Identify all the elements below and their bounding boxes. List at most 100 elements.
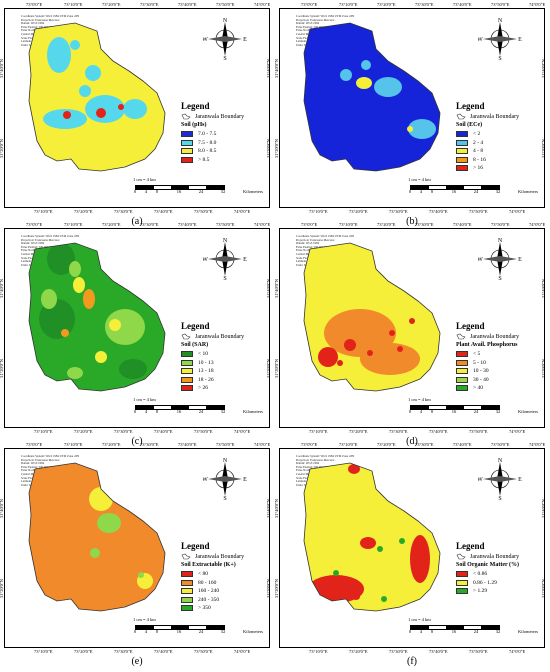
class-zone [360, 537, 376, 549]
graticule-bottom-label: 73°30'0"E [389, 209, 408, 214]
projection-line: Projection: Transverse Mercator [296, 457, 335, 462]
class-zone [41, 289, 57, 309]
legend-swatch [181, 579, 193, 586]
scale-segment [463, 626, 482, 629]
projection-line: Datum: WGS 1984 [296, 21, 320, 26]
graticule-top-label: 73°40'0"E [178, 442, 197, 447]
legend-class-row: < 5 [456, 350, 544, 359]
legend-swatch [456, 376, 468, 383]
graticule-lat-left: 31°40'0"N [274, 499, 279, 518]
legend-class-label: 8.0 - 8.5 [198, 148, 217, 155]
class-zone [70, 40, 80, 50]
compass-label-w: W [478, 257, 483, 263]
scale-tick-label: 32 [495, 409, 501, 414]
graticule-top-label: 73°50'0"E [216, 222, 235, 227]
projection-line: Datum: WGS 1984 [21, 21, 45, 26]
graticule-lat-left: 31°20'0"N [274, 579, 279, 598]
scale-tick-label: 32 [495, 629, 501, 634]
scale-bar-segments [135, 185, 225, 190]
scale-tick-label: 4 [419, 189, 423, 194]
map-panel: Coordinate System: WGS 1984 UTM Zone 43N… [4, 448, 270, 648]
class-zone [97, 513, 121, 533]
projection-line: Coordinate System: WGS 1984 UTM Zone 43N [21, 14, 80, 18]
graticule-top-label: 74°0'0"E [254, 2, 271, 7]
map-panel: Coordinate System: WGS 1984 UTM Zone 43N… [279, 448, 545, 648]
scale-segment [463, 406, 482, 409]
scale-tick-label: 16 [176, 629, 182, 634]
graticule-top-label: 73°20'0"E [377, 442, 396, 447]
legend-boundary-label: Jaranwala Boundary [195, 553, 245, 560]
legend-class-label: < 10 [198, 351, 208, 358]
legend-swatch [456, 359, 468, 366]
class-zone [352, 594, 360, 600]
jaranwala-boundary [303, 22, 441, 172]
legend-title: Legend [181, 541, 210, 551]
legend-class-row: 5 - 10 [456, 359, 544, 368]
scale-note: 1 cm = 4 km [408, 397, 431, 402]
class-zone [57, 477, 73, 493]
class-zone [83, 289, 95, 309]
class-zone [410, 535, 430, 583]
legend-variable-title: Plant Avail. Phosphorus [456, 342, 518, 348]
scale-segment [206, 626, 224, 629]
scale-tick-label: 8 [155, 409, 159, 414]
legend-class-row: > 16 [456, 164, 544, 173]
projection-line: Projection: Transverse Mercator [296, 17, 335, 22]
graticule-bottom-label: 73°20'0"E [349, 429, 368, 434]
graticule-bottom-label: 73°10'0"E [309, 649, 328, 654]
scale-tick-label: 0 [133, 409, 137, 414]
graticule-top-label: 73°0'0"E [301, 2, 318, 7]
interpolated-surface [29, 23, 165, 171]
scale-tick-label: 8 [430, 629, 434, 634]
legend-class-label: > 16 [473, 165, 483, 172]
class-zone [123, 99, 147, 119]
class-zone [79, 85, 91, 97]
graticule-top-label: 73°30'0"E [140, 2, 159, 7]
graticule-top-label: 74°0'0"E [529, 2, 546, 7]
map-panel: Coordinate System: WGS 1984 UTM Zone 43N… [279, 228, 545, 428]
legend-class-label: < 5 [473, 351, 481, 358]
scale-bar: 1 cm = 4 km 0 4 8 16 24 32 Kilometers [105, 397, 263, 421]
legend-title: Legend [456, 321, 485, 331]
legend-class-row: > 1.29 [456, 587, 544, 596]
class-zone [47, 37, 71, 73]
legend-class-label: 0.86 - 1.29 [473, 579, 497, 586]
legend-title: Legend [456, 101, 485, 111]
scale-bar-segments [410, 625, 500, 630]
compass-label-s: S [498, 56, 501, 61]
legend: Legend Jaranwala Boundary Plant Avail. Pho… [456, 321, 544, 393]
graticule-top-label: 73°10'0"E [64, 442, 83, 447]
panel-caption: (f) [407, 656, 417, 667]
legend-class-row: 7.5 - 8.0 [181, 139, 269, 148]
class-zone [397, 346, 403, 352]
graticule-bottom-label: 73°20'0"E [74, 209, 93, 214]
graticule-top-label: 74°0'0"E [254, 442, 271, 447]
scale-segment [411, 626, 429, 629]
scale-segment [188, 186, 207, 189]
legend-class-row: < 2 [456, 130, 544, 139]
compass-label-e: E [518, 477, 522, 483]
legend-swatch [456, 165, 468, 172]
graticule-bottom-label: 73°20'0"E [74, 429, 93, 434]
legend-class-row: 240 - 350 [181, 596, 269, 605]
scale-segment [171, 626, 189, 629]
legend-class-label: 7.5 - 8.0 [198, 139, 217, 146]
graticule-top-label: 73°30'0"E [415, 2, 434, 7]
compass-ew-point [208, 256, 242, 262]
graticule-top-label: 73°40'0"E [453, 442, 472, 447]
north-arrow-icon: N S W E [203, 18, 247, 61]
scale-segment [206, 186, 224, 189]
scale-note: 1 cm = 4 km [408, 177, 431, 182]
legend-class-label: 8 - 16 [473, 156, 486, 163]
graticule-top-label: 73°10'0"E [339, 2, 358, 7]
graticule-lat-right: 31°20'0"N [266, 359, 271, 378]
compass-label-n: N [498, 18, 503, 24]
scale-bar: 1 cm = 4 km 0 4 8 16 24 32 Kilometers [105, 617, 263, 641]
graticule-lat-left: 31°40'0"N [0, 279, 4, 298]
legend-swatch [456, 571, 468, 578]
projection-line: Units: Meter [21, 482, 37, 487]
scale-segment [446, 406, 464, 409]
scale-bar-segments [135, 625, 225, 630]
graticule-bottom-label: 73°10'0"E [34, 429, 53, 434]
compass-label-e: E [243, 37, 247, 43]
